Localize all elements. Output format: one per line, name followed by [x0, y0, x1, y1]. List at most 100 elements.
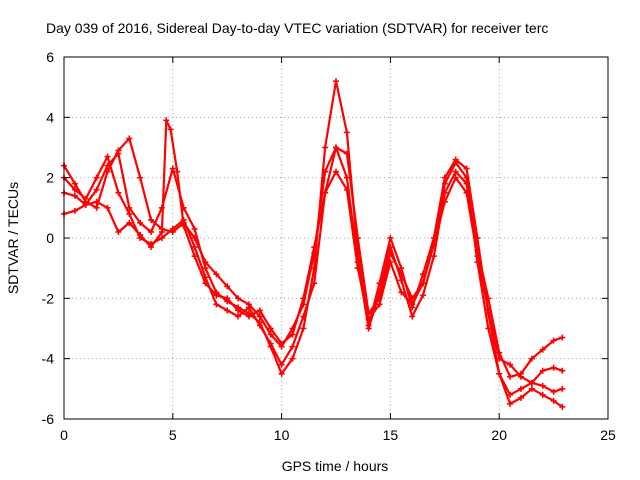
data-point: [420, 280, 427, 287]
data-point: [300, 325, 307, 332]
data-point: [463, 165, 470, 172]
data-point: [71, 180, 78, 187]
data-point: [333, 78, 339, 85]
data-point: [496, 370, 503, 377]
data-point: [441, 198, 448, 205]
data-point: [289, 355, 296, 362]
data-point: [148, 228, 155, 235]
data-point: [463, 180, 470, 187]
data-point: [224, 283, 231, 290]
y-tick-label: 6: [46, 49, 54, 65]
y-tick-label: -4: [42, 351, 55, 367]
x-axis-label: GPS time / hours: [282, 458, 389, 474]
x-tick-label: 5: [169, 427, 177, 443]
data-point: [180, 222, 187, 229]
data-point: [387, 244, 394, 251]
data-point: [137, 231, 144, 238]
data-point: [528, 379, 535, 386]
data-point: [202, 280, 209, 287]
y-tick-label: 2: [46, 170, 54, 186]
x-tick-label: 15: [383, 427, 399, 443]
data-point: [235, 307, 242, 314]
data-point: [441, 174, 448, 181]
data-point: [137, 219, 144, 226]
data-point: [267, 340, 274, 347]
data-point: [71, 207, 78, 214]
data-point: [71, 186, 78, 193]
data-point: [115, 189, 122, 196]
data-point: [93, 198, 100, 205]
data-point: [322, 144, 329, 151]
series-trace: [63, 79, 563, 408]
data-point: [213, 271, 220, 278]
data-point: [126, 135, 133, 142]
data-point: [191, 244, 198, 251]
data-point: [517, 394, 524, 401]
data-point: [82, 195, 89, 202]
data-point: [126, 219, 133, 226]
data-point: [559, 385, 566, 392]
data-point: [528, 355, 535, 362]
data-point: [289, 331, 296, 338]
data-point: [559, 403, 566, 410]
data-point: [365, 325, 372, 332]
data-point: [278, 370, 285, 377]
data-point: [322, 189, 329, 196]
data-point: [148, 244, 155, 251]
data-point: [311, 244, 318, 251]
data-point: [245, 313, 252, 320]
y-tick-label: 4: [46, 109, 54, 125]
data-point: [528, 385, 535, 392]
data-point: [539, 367, 546, 374]
data-point: [517, 373, 524, 380]
series-layer: [61, 78, 566, 410]
data-point: [452, 174, 459, 181]
data-point: [256, 322, 263, 329]
data-point: [463, 189, 470, 196]
data-point: [278, 361, 285, 368]
x-tick-label: 10: [274, 427, 290, 443]
data-point: [235, 313, 242, 320]
data-point: [213, 292, 220, 299]
data-point: [496, 355, 503, 362]
data-point: [82, 201, 89, 208]
data-point: [256, 307, 263, 314]
data-point: [539, 382, 546, 389]
data-point: [191, 253, 198, 260]
data-point: [267, 331, 274, 338]
data-point: [93, 204, 100, 211]
data-point: [507, 391, 514, 398]
y-axis-label: SDTVAR / TECUs: [5, 182, 21, 294]
data-point: [452, 156, 459, 163]
data-point: [507, 400, 514, 407]
data-point: [267, 325, 274, 332]
data-point: [256, 313, 263, 320]
data-point: [550, 364, 557, 371]
data-point: [376, 301, 383, 308]
data-point: [163, 117, 170, 124]
data-point: [167, 126, 174, 133]
data-point: [485, 307, 492, 314]
x-tick-label: 0: [60, 427, 68, 443]
data-point: [550, 397, 557, 404]
axis-ticks: 0 5 10 15 20 25 -6 -4 -2 0 2 4 6: [42, 49, 616, 443]
chart-title: Day 039 of 2016, Sidereal Day-to-day VTE…: [46, 20, 548, 36]
data-point: [300, 313, 307, 320]
x-tick-label: 25: [600, 427, 616, 443]
data-point: [245, 304, 252, 311]
data-point: [430, 253, 437, 260]
data-point: [115, 150, 122, 157]
data-point: [169, 165, 176, 172]
data-point: [224, 307, 231, 314]
data-point: [398, 289, 405, 296]
data-point: [333, 144, 339, 151]
data-point: [517, 385, 524, 392]
data-point: [343, 186, 350, 193]
data-point: [93, 186, 100, 193]
data-point: [104, 153, 111, 160]
data-point: [174, 168, 181, 175]
data-point: [115, 228, 122, 235]
data-point: [559, 334, 566, 341]
data-point: [343, 129, 350, 136]
